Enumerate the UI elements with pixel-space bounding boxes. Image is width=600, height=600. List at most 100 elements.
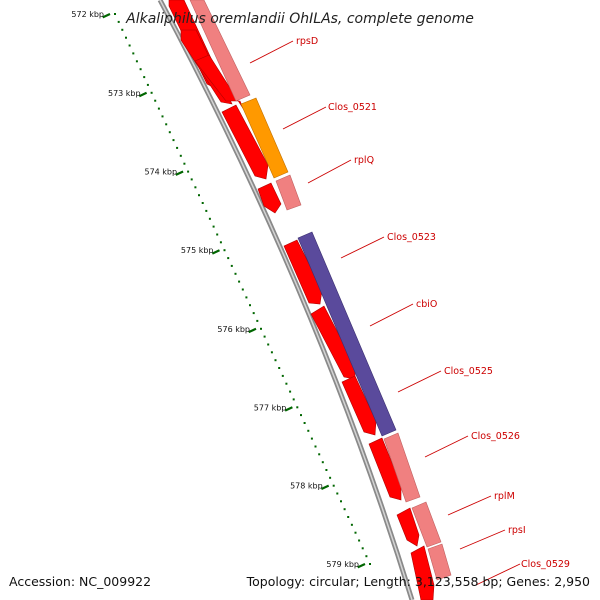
minor-tick xyxy=(285,382,288,385)
kbp-tick xyxy=(284,406,293,412)
minor-tick xyxy=(205,209,208,212)
cds-box[interactable] xyxy=(427,543,452,581)
gene-label-clos-0523[interactable]: Clos_0523 xyxy=(387,232,436,243)
cds-arrow[interactable] xyxy=(368,437,402,501)
kbp-tick xyxy=(357,563,366,569)
cds-box[interactable] xyxy=(411,501,442,548)
minor-tick xyxy=(300,414,302,417)
minor-tick xyxy=(230,264,233,267)
gene-label-rplm[interactable]: rplM xyxy=(494,491,515,502)
kbp-tick xyxy=(102,13,111,19)
minor-tick xyxy=(340,500,342,503)
cds-box[interactable] xyxy=(189,0,251,102)
minor-tick xyxy=(325,469,328,471)
cds-box[interactable] xyxy=(240,97,289,179)
minor-tick xyxy=(132,52,135,55)
genome-backbone xyxy=(157,0,415,600)
accession-label: Accession: NC_009922 xyxy=(9,574,151,589)
minor-tick xyxy=(252,312,255,315)
minor-tick xyxy=(190,178,193,181)
minor-tick xyxy=(310,437,313,440)
kbp-tick xyxy=(248,327,257,334)
minor-tick xyxy=(172,139,175,142)
minor-tick xyxy=(245,296,248,299)
minor-tick xyxy=(314,445,317,448)
gene-label-rplq[interactable]: rplQ xyxy=(354,155,374,166)
cds-arrow[interactable] xyxy=(221,104,269,180)
kbp-label: 579 kbp xyxy=(326,560,359,569)
cds-arrow[interactable] xyxy=(396,507,420,547)
minor-tick xyxy=(121,28,124,31)
gene-label-rpsi[interactable]: rpsI xyxy=(508,525,526,536)
cds-box[interactable] xyxy=(275,174,302,211)
minor-tick xyxy=(146,83,149,86)
cds-arrow[interactable] xyxy=(341,375,377,436)
minor-tick xyxy=(135,60,138,63)
minor-tick xyxy=(198,194,200,197)
minor-tick xyxy=(336,492,339,495)
minor-tick xyxy=(216,233,219,236)
gene-label-clos-0526[interactable]: Clos_0526 xyxy=(471,431,520,442)
minor-tick xyxy=(128,44,131,47)
minor-tick xyxy=(303,422,306,424)
minor-tick xyxy=(183,162,186,165)
kbp-label: 576 kbp xyxy=(217,325,250,334)
kbp-label: 572 kbp xyxy=(71,10,104,19)
minor-tick xyxy=(332,484,335,487)
minor-tick xyxy=(289,390,292,393)
gene-label-cbio[interactable]: cbiO xyxy=(416,299,437,310)
gene-label-clos-0525[interactable]: Clos_0525 xyxy=(444,366,493,377)
minor-tick xyxy=(361,547,364,550)
minor-tick xyxy=(267,343,270,346)
minor-tick xyxy=(179,154,182,157)
gene-label-clos-0529[interactable]: Clos_0529 xyxy=(521,559,570,570)
minor-tick xyxy=(292,398,295,401)
gene-label-rpsd[interactable]: rpsD xyxy=(296,36,318,47)
minor-tick xyxy=(187,170,190,173)
cds-box[interactable] xyxy=(383,432,421,503)
minor-tick xyxy=(194,186,197,189)
minor-tick xyxy=(208,217,211,220)
kbp-ticks: 572 kbp 573 kbp 574 kbp 575 kbp 576 kbp 577 k… xyxy=(71,10,366,569)
minor-tick xyxy=(281,374,284,377)
cds-arrow[interactable] xyxy=(257,182,282,214)
minor-tick xyxy=(343,508,346,511)
kbp-tick xyxy=(138,91,148,98)
kbp-label: 575 kbp xyxy=(181,246,214,255)
kbp-label: 577 kbp xyxy=(254,403,287,412)
minor-tick xyxy=(347,516,350,518)
minor-tick xyxy=(318,453,321,456)
minor-tick xyxy=(260,327,262,330)
gene-leaders xyxy=(249,40,521,586)
minor-tick xyxy=(329,476,332,479)
minor-tick xyxy=(117,20,120,23)
minor-tick xyxy=(234,272,237,275)
minor-tick xyxy=(365,555,368,558)
minor-tick xyxy=(176,146,179,149)
cds-arrow[interactable] xyxy=(410,545,435,600)
genome-summary: Topology: circular; Length: 3,123,558 bp… xyxy=(246,574,590,589)
minor-tick xyxy=(354,531,357,534)
minor-tick xyxy=(263,335,266,338)
minor-tick xyxy=(350,523,353,526)
cds-arrow[interactable] xyxy=(283,239,323,305)
kbp-label: 573 kbp xyxy=(108,89,141,98)
minor-tick xyxy=(270,351,273,354)
minor-tick xyxy=(143,76,146,79)
minor-tick xyxy=(249,304,251,307)
minor-tick xyxy=(150,91,153,94)
minor-tick xyxy=(227,257,230,260)
cds-box[interactable] xyxy=(297,231,397,437)
minor-tick xyxy=(219,241,222,244)
minor-tick xyxy=(307,429,310,432)
minor-tick xyxy=(369,563,371,565)
map-title: Alkaliphilus oremlandii OhILAs, complete… xyxy=(125,11,474,27)
kbp-label: 574 kbp xyxy=(144,168,177,177)
gene-label-clos-0521[interactable]: Clos_0521 xyxy=(328,102,377,113)
minor-tick xyxy=(256,319,259,322)
minor-tick xyxy=(238,280,241,283)
kbp-label: 578 kbp xyxy=(290,482,323,491)
minor-tick xyxy=(223,249,226,252)
minor-tick xyxy=(114,13,116,15)
